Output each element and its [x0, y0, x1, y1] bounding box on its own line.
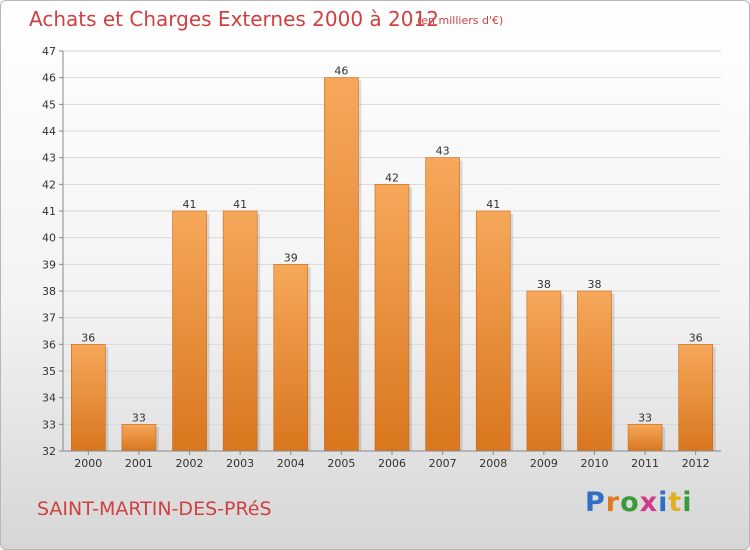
bar [425, 157, 460, 452]
y-tick-label: 41 [42, 205, 56, 218]
y-tick-label: 40 [42, 232, 56, 245]
y-tick-label: 47 [42, 45, 56, 58]
x-tick-label: 2012 [682, 457, 710, 470]
data-label: 43 [436, 145, 450, 158]
x-tick-label: 2006 [378, 457, 406, 470]
bar [627, 424, 663, 452]
y-tick-label: 33 [42, 418, 56, 431]
x-tick-label: 2007 [429, 457, 457, 470]
y-tick-label: 38 [42, 285, 56, 298]
data-label: 41 [486, 198, 500, 211]
x-tick-label: 2004 [277, 457, 305, 470]
bar [577, 290, 612, 452]
x-tick-label: 2000 [74, 457, 102, 470]
logo-letter: t [668, 487, 683, 518]
x-tick-label: 2002 [176, 457, 204, 470]
logo-letter: i [658, 487, 669, 518]
bar [121, 424, 157, 452]
data-label: 33 [132, 411, 146, 424]
x-tick-label: 2010 [580, 457, 608, 470]
data-label: 38 [537, 278, 551, 291]
y-tick-label: 42 [42, 178, 56, 191]
logo-letter: x [639, 487, 659, 518]
proxiti-logo: Proxiti [585, 487, 693, 518]
y-tick-label: 44 [42, 125, 56, 138]
bar [526, 290, 562, 452]
data-label: 36 [81, 331, 95, 344]
axes: 32 33 34 35 36 37 38 39 40 41 42 43 44 45 46 47 2000 2001… [42, 45, 721, 470]
logo-letter: i [682, 487, 693, 518]
data-label: 41 [183, 198, 197, 211]
commune-name: SAINT-MARTIN-DES-PRéS [37, 498, 272, 520]
y-tick-label: 43 [42, 152, 56, 165]
bar [475, 210, 511, 452]
bar [324, 77, 359, 452]
data-label: 46 [334, 65, 348, 78]
bar [273, 264, 309, 452]
logo-letter: P [585, 487, 606, 518]
bar [71, 344, 106, 452]
x-tick-label: 2003 [226, 457, 254, 470]
bars: 36 33 41 41 39 46 42 43 41 38 38 33 36 [71, 65, 716, 452]
data-label: 38 [587, 278, 601, 291]
bar [374, 184, 410, 452]
x-tick-label: 2011 [631, 457, 659, 470]
bar [222, 210, 258, 452]
y-tick-label: 34 [42, 392, 56, 405]
chart-title: Achats et Charges Externes 2000 à 2012 [29, 7, 439, 31]
data-label: 33 [638, 411, 652, 424]
x-tick-label: 2008 [479, 457, 507, 470]
x-tick-label: 2005 [327, 457, 355, 470]
x-tick-label: 2001 [125, 457, 153, 470]
bar [172, 210, 207, 452]
y-tick-label: 45 [42, 98, 56, 111]
y-tick-label: 36 [42, 338, 56, 351]
y-tick-label: 32 [42, 445, 56, 458]
y-tick-label: 35 [42, 365, 56, 378]
y-tick-label: 39 [42, 258, 56, 271]
x-tick-label: 2009 [530, 457, 558, 470]
y-tick-label: 46 [42, 72, 56, 85]
data-label: 39 [284, 251, 298, 264]
logo-letter: r [605, 487, 621, 518]
y-tick-label: 37 [42, 312, 56, 325]
logo-letter: o [620, 487, 640, 518]
bar [678, 344, 713, 452]
chart-subtitle: (en milliers d'€) [417, 14, 504, 27]
data-label: 42 [385, 171, 399, 184]
data-label: 41 [233, 198, 247, 211]
data-label: 36 [689, 331, 703, 344]
